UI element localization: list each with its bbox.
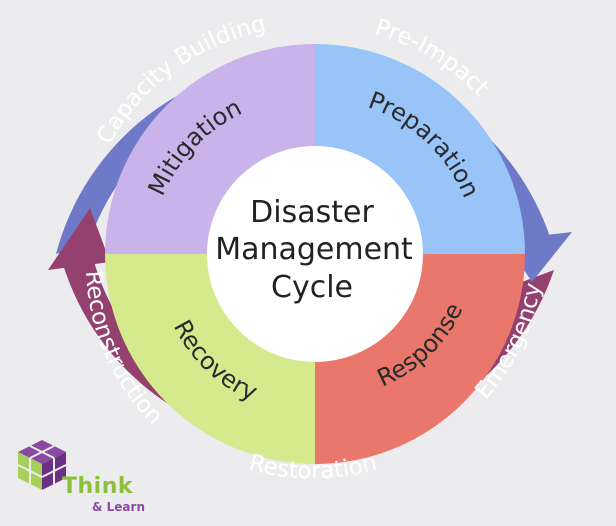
center-circle: [207, 146, 423, 362]
logo-name: Think: [62, 474, 134, 499]
think-learn-logo-icon: [17, 440, 67, 490]
logo-tagline: & Learn: [92, 500, 145, 514]
center-title-line1: Disaster: [250, 195, 374, 230]
center-title-line2: Management: [215, 232, 413, 267]
arrowhead-capacity: [48, 208, 110, 270]
center-title-line3: Cycle: [271, 270, 353, 305]
